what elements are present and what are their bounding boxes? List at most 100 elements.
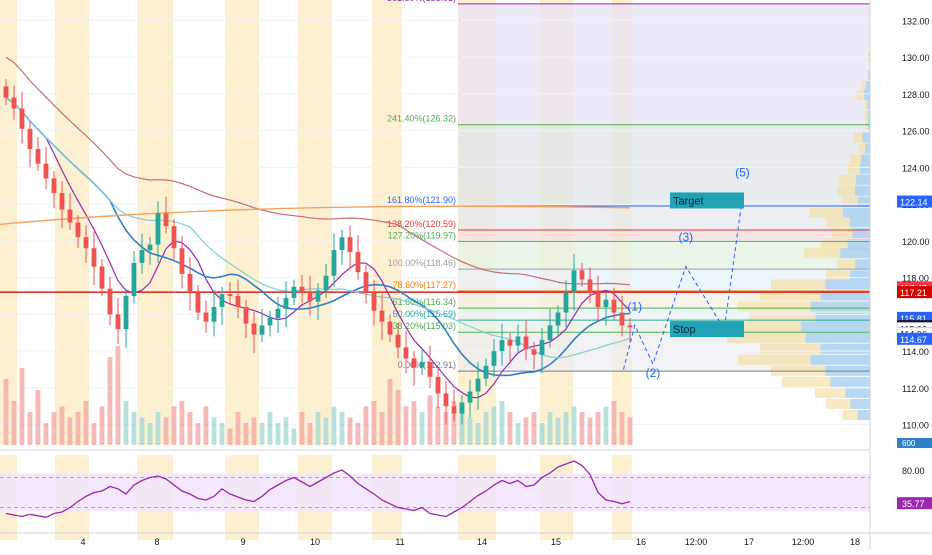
rsi-pane xyxy=(0,460,870,518)
candle-body xyxy=(291,286,297,298)
volume-bar xyxy=(67,417,73,445)
candle-body xyxy=(595,292,601,308)
candle-body xyxy=(267,318,273,326)
volume-bar xyxy=(539,423,545,445)
vp-bar-b xyxy=(852,228,870,239)
vp-bar-a xyxy=(856,90,865,101)
volume-bar xyxy=(131,412,137,445)
vp-bar-a xyxy=(738,301,811,312)
time-tick: 14 xyxy=(477,537,487,547)
candle-body xyxy=(251,323,257,335)
vp-bar-a xyxy=(820,239,848,250)
volume-bar xyxy=(419,412,425,445)
time-tick: 8 xyxy=(154,537,159,547)
vp-bar-a xyxy=(831,228,853,239)
vp-bar-b xyxy=(867,110,870,121)
volume-bar xyxy=(515,423,521,445)
candle-body xyxy=(51,178,57,194)
volume-bar xyxy=(195,423,201,445)
vp-bar-b xyxy=(865,143,870,154)
volume-bar xyxy=(139,417,145,445)
volume-bar xyxy=(75,412,81,445)
volume-bar xyxy=(371,401,377,445)
price-tick: 114.00 xyxy=(902,347,929,357)
candle-body xyxy=(483,365,489,379)
vp-bar-b xyxy=(825,279,870,290)
candle-body xyxy=(547,325,553,341)
candle-body xyxy=(19,108,25,129)
volume-bar xyxy=(339,412,345,445)
volume-bar xyxy=(307,423,313,445)
time-tick: 11 xyxy=(395,537,404,547)
elliott-waves: (1)(2)(3)(4)(5) xyxy=(623,166,750,380)
vp-bar-a xyxy=(866,69,869,81)
volume-bar xyxy=(587,417,593,445)
vp-bar-b xyxy=(842,207,870,218)
volume-bar xyxy=(363,406,369,445)
candle-body xyxy=(91,248,97,267)
volume-bar xyxy=(171,406,177,445)
vp-bar-b xyxy=(800,321,870,332)
candle-body xyxy=(611,299,617,313)
vp-bar-a xyxy=(760,290,821,301)
volume-bar xyxy=(19,368,25,445)
volume-bar xyxy=(435,406,441,445)
candle-body xyxy=(603,299,609,308)
candle-body xyxy=(107,288,113,315)
vp-bar-a xyxy=(716,321,801,332)
volume-bar xyxy=(235,412,241,445)
grid-lines xyxy=(0,19,932,451)
time-tick: 12:00 xyxy=(685,537,708,547)
vp-bar-a xyxy=(848,163,861,174)
volume-bar xyxy=(475,423,481,445)
volume-bar xyxy=(451,401,457,445)
vp-bar-a xyxy=(826,398,851,409)
volume-bar xyxy=(291,428,297,445)
candle-body xyxy=(227,294,233,296)
rsi-line xyxy=(5,460,631,518)
fib-label: 138.20%(120.59) xyxy=(387,219,456,229)
candle-body xyxy=(619,312,625,326)
price-tick: 132.00 xyxy=(902,16,930,26)
vp-bar-b xyxy=(840,248,870,259)
wave-label: (2) xyxy=(646,366,661,380)
fib-label: 241.40%(126.32) xyxy=(387,114,456,124)
volume-bar xyxy=(499,401,505,445)
candle-body xyxy=(243,307,249,324)
vp-bar-a xyxy=(839,174,857,185)
time-axis[interactable]: 4 8 9 10 11 14 15 16 12:00 17 12:00 18 xyxy=(0,532,932,547)
vp-bar-a xyxy=(837,185,856,196)
volume-bar xyxy=(619,412,625,445)
price-axis-bg xyxy=(870,0,932,550)
candle-body xyxy=(531,349,537,355)
vp-bar-b xyxy=(810,301,870,312)
fib-label: 78.60%(117.27) xyxy=(393,280,456,290)
vp-bar-b xyxy=(855,259,870,270)
candles xyxy=(3,79,633,425)
volume-bar xyxy=(611,401,617,445)
volume-bar xyxy=(227,428,233,445)
vp-bar-a xyxy=(850,154,862,165)
candle-body xyxy=(355,251,361,273)
volume-bar xyxy=(275,423,281,445)
candle-body xyxy=(555,312,561,326)
candle-body xyxy=(259,325,265,335)
fib-label: 61.80%(116.34) xyxy=(393,297,456,307)
candle-body xyxy=(579,270,585,280)
candle-body xyxy=(155,213,161,245)
candle-body xyxy=(3,86,9,98)
fib-zone xyxy=(458,230,870,242)
ma-orange xyxy=(0,205,631,226)
volume-bar xyxy=(315,412,321,445)
volume-bar xyxy=(91,423,97,445)
vp-bar-a xyxy=(760,343,821,354)
candle-body xyxy=(363,272,369,293)
candle-body xyxy=(427,362,433,377)
price-axis[interactable]: 110.00112.00114.00116.00118.00120.00122.… xyxy=(869,0,932,550)
candle-body xyxy=(475,378,481,392)
vp-bar-a xyxy=(859,143,866,154)
vp-bar-b xyxy=(850,398,870,409)
price-tick: 130.00 xyxy=(902,53,930,63)
